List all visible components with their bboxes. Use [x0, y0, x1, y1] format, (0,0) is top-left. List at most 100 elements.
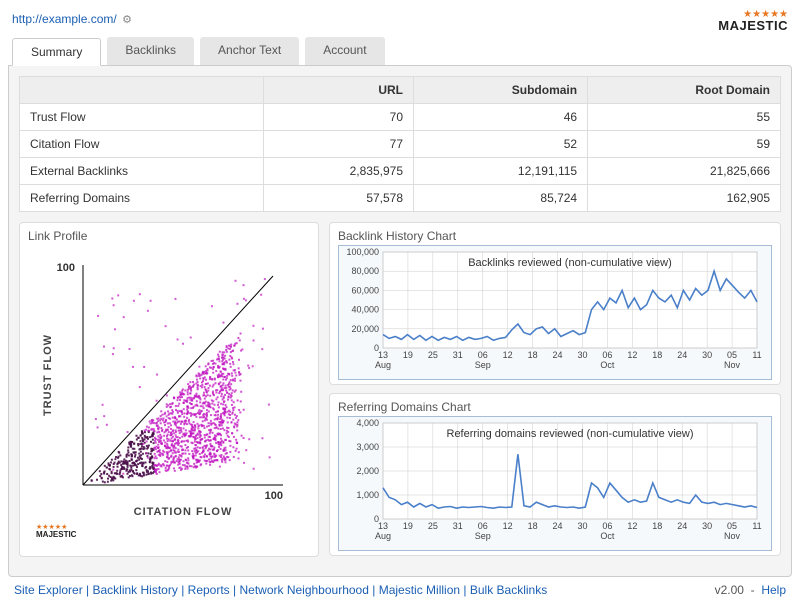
tab-account[interactable]: Account [305, 37, 384, 65]
svg-text:100: 100 [265, 490, 283, 502]
svg-text:12: 12 [503, 350, 513, 360]
main-panel: URLSubdomainRoot Domain Trust Flow704655… [8, 65, 792, 577]
svg-text:19: 19 [403, 521, 413, 531]
logo-text: MAJESTIC [718, 18, 788, 33]
svg-text:05: 05 [727, 350, 737, 360]
svg-text:06: 06 [478, 521, 488, 531]
svg-text:24: 24 [677, 521, 687, 531]
cell: 2,835,975 [264, 158, 414, 185]
table-header: URL [264, 77, 414, 104]
svg-text:30: 30 [702, 521, 712, 531]
version-label: v2.00 [715, 583, 744, 597]
link-profile-title: Link Profile [28, 229, 310, 243]
footer-link-bulk-backlinks[interactable]: Bulk Backlinks [470, 583, 547, 597]
footer-link-majestic-million[interactable]: Majestic Million [379, 583, 460, 597]
svg-text:12: 12 [627, 350, 637, 360]
refdom-history-card: Referring Domains Chart 01,0002,0003,000… [329, 393, 781, 556]
svg-text:13: 13 [378, 350, 388, 360]
svg-text:19: 19 [403, 350, 413, 360]
tabs-bar: SummaryBacklinksAnchor TextAccount [8, 35, 792, 65]
cell: 12,191,115 [414, 158, 588, 185]
table-header [20, 77, 264, 104]
svg-text:25: 25 [428, 350, 438, 360]
cell: 52 [414, 131, 588, 158]
svg-text:06: 06 [602, 521, 612, 531]
footer-link-network-neighbourhood[interactable]: Network Neighbourhood [239, 583, 368, 597]
row-label: Citation Flow [20, 131, 264, 158]
tab-backlinks[interactable]: Backlinks [107, 37, 194, 65]
svg-text:30: 30 [577, 350, 587, 360]
app-frame: http://example.com/ ⚙ ★★★★★ MAJESTIC Sum… [0, 0, 800, 615]
svg-text:30: 30 [702, 350, 712, 360]
row-label: External Backlinks [20, 158, 264, 185]
refdom-history-title: Referring Domains Chart [338, 400, 772, 414]
backlink-history-chart: 020,00040,00060,00080,000100,00013Aug192… [339, 246, 765, 376]
footer-link-reports[interactable]: Reports [188, 583, 230, 597]
svg-text:25: 25 [428, 521, 438, 531]
svg-text:4,000: 4,000 [356, 418, 379, 428]
table-row: Citation Flow775259 [20, 131, 781, 158]
svg-text:11: 11 [752, 350, 761, 360]
tab-anchor-text[interactable]: Anchor Text [200, 37, 299, 65]
svg-text:06: 06 [478, 350, 488, 360]
footer: Site Explorer | Backlink History | Repor… [8, 577, 792, 597]
cell: 21,825,666 [588, 158, 781, 185]
tab-summary[interactable]: Summary [12, 38, 101, 66]
url-link[interactable]: http://example.com/ [12, 12, 117, 26]
svg-text:3,000: 3,000 [356, 442, 379, 452]
help-link[interactable]: Help [761, 583, 786, 597]
svg-text:31: 31 [453, 350, 463, 360]
svg-text:Nov: Nov [724, 531, 741, 541]
link-profile-card: Link Profile 100100CITATION FLOWTRUST FL… [19, 222, 319, 557]
svg-text:CITATION FLOW: CITATION FLOW [134, 506, 233, 518]
svg-text:30: 30 [577, 521, 587, 531]
svg-text:80,000: 80,000 [351, 266, 379, 276]
svg-text:24: 24 [677, 350, 687, 360]
svg-text:18: 18 [652, 521, 662, 531]
svg-text:18: 18 [528, 350, 538, 360]
svg-text:18: 18 [528, 521, 538, 531]
cell: 46 [414, 104, 588, 131]
svg-text:100,000: 100,000 [346, 247, 379, 257]
svg-text:12: 12 [627, 521, 637, 531]
table-row: External Backlinks2,835,97512,191,11521,… [20, 158, 781, 185]
cell: 59 [588, 131, 781, 158]
svg-text:2,000: 2,000 [356, 466, 379, 476]
cell: 55 [588, 104, 781, 131]
table-row: Referring Domains57,57885,724162,905 [20, 185, 781, 212]
refdom-history-chart: 01,0002,0003,0004,00013Aug19253106Sep121… [339, 417, 765, 547]
backlink-history-title: Backlink History Chart [338, 229, 772, 243]
svg-text:40,000: 40,000 [351, 305, 379, 315]
svg-text:Aug: Aug [375, 531, 391, 541]
svg-text:20,000: 20,000 [351, 324, 379, 334]
svg-text:MAJESTIC: MAJESTIC [36, 530, 77, 539]
svg-text:Oct: Oct [600, 360, 615, 370]
svg-text:11: 11 [752, 521, 761, 531]
cell: 77 [264, 131, 414, 158]
table-header: Subdomain [414, 77, 588, 104]
footer-link-site-explorer[interactable]: Site Explorer [14, 583, 83, 597]
svg-text:12: 12 [503, 521, 513, 531]
svg-text:31: 31 [453, 521, 463, 531]
svg-text:1,000: 1,000 [356, 490, 379, 500]
svg-text:13: 13 [378, 521, 388, 531]
cell: 57,578 [264, 185, 414, 212]
svg-text:Aug: Aug [375, 360, 391, 370]
logo: ★★★★★ MAJESTIC [718, 12, 788, 33]
svg-text:★★★★★: ★★★★★ [36, 523, 67, 531]
topbar: http://example.com/ ⚙ ★★★★★ MAJESTIC [8, 8, 792, 35]
svg-text:TRUST FLOW: TRUST FLOW [42, 334, 54, 416]
svg-text:Oct: Oct [600, 531, 615, 541]
svg-text:24: 24 [553, 350, 563, 360]
svg-text:Backlinks reviewed (non-cumula: Backlinks reviewed (non-cumulative view) [468, 257, 672, 269]
svg-text:05: 05 [727, 521, 737, 531]
gear-icon[interactable]: ⚙ [122, 14, 132, 26]
cell: 70 [264, 104, 414, 131]
svg-text:Referring domains reviewed (no: Referring domains reviewed (non-cumulati… [447, 428, 694, 440]
svg-text:24: 24 [553, 521, 563, 531]
svg-text:Sep: Sep [475, 360, 491, 370]
footer-link-backlink-history[interactable]: Backlink History [93, 583, 178, 597]
metrics-table: URLSubdomainRoot Domain Trust Flow704655… [19, 76, 781, 212]
cell: 162,905 [588, 185, 781, 212]
footer-links: Site Explorer | Backlink History | Repor… [14, 583, 547, 597]
